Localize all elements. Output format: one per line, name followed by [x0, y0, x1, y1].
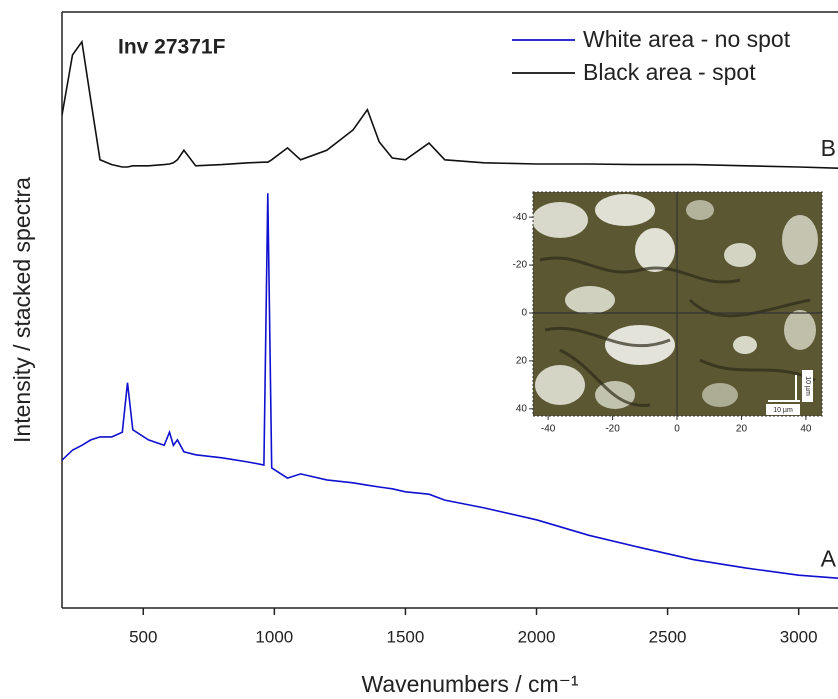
legend: White area - no spot Black area - spot — [512, 26, 791, 85]
inset-y-tick-label: -20 — [513, 260, 528, 271]
inset-x-tick-label: -20 — [605, 424, 620, 435]
inset: 10 µm 10 µm -40 -20 0 20 40 -40 -20 0 20 40 — [513, 191, 823, 435]
y-axis-label: Intensity / stacked spectra — [9, 177, 35, 443]
legend-label: White area - no spot — [583, 26, 791, 52]
scale-bar-label: 10 µm — [804, 376, 811, 396]
x-tick-label: 500 — [129, 627, 157, 646]
chart-title: Inv 27371F — [118, 36, 226, 59]
inset-y-tick-label: 20 — [516, 356, 528, 367]
inset-x-tick-label: 0 — [674, 424, 680, 435]
spectrum-line — [62, 39, 838, 169]
plot-area — [62, 39, 838, 579]
scale-bar-label: 10 µm — [773, 407, 793, 414]
inset-x-tick-label: 40 — [800, 424, 812, 435]
x-tick-label: 1500 — [387, 627, 425, 646]
scale-label-bg — [802, 370, 813, 402]
spectrum-label: B — [821, 135, 836, 161]
inset-y-tick-label: 0 — [521, 308, 527, 319]
x-tick-label: 2000 — [518, 627, 556, 646]
inset-x-tick-label: 20 — [736, 424, 748, 435]
scale-label-bg — [766, 404, 800, 415]
x-tick-label: 3000 — [780, 627, 818, 646]
spectrum-label: A — [821, 545, 837, 571]
x-tick-label: 1000 — [255, 627, 293, 646]
inset-x-tick-label: -40 — [541, 424, 556, 435]
spectrum-line — [62, 193, 838, 579]
legend-label: Black area - spot — [583, 59, 756, 85]
x-axis-label: Wavenumbers / cm⁻¹ — [361, 671, 578, 697]
inset-y-tick-label: -40 — [513, 212, 528, 223]
x-tick-label: 2500 — [649, 627, 687, 646]
inset-y-tick-label: 40 — [516, 403, 528, 414]
